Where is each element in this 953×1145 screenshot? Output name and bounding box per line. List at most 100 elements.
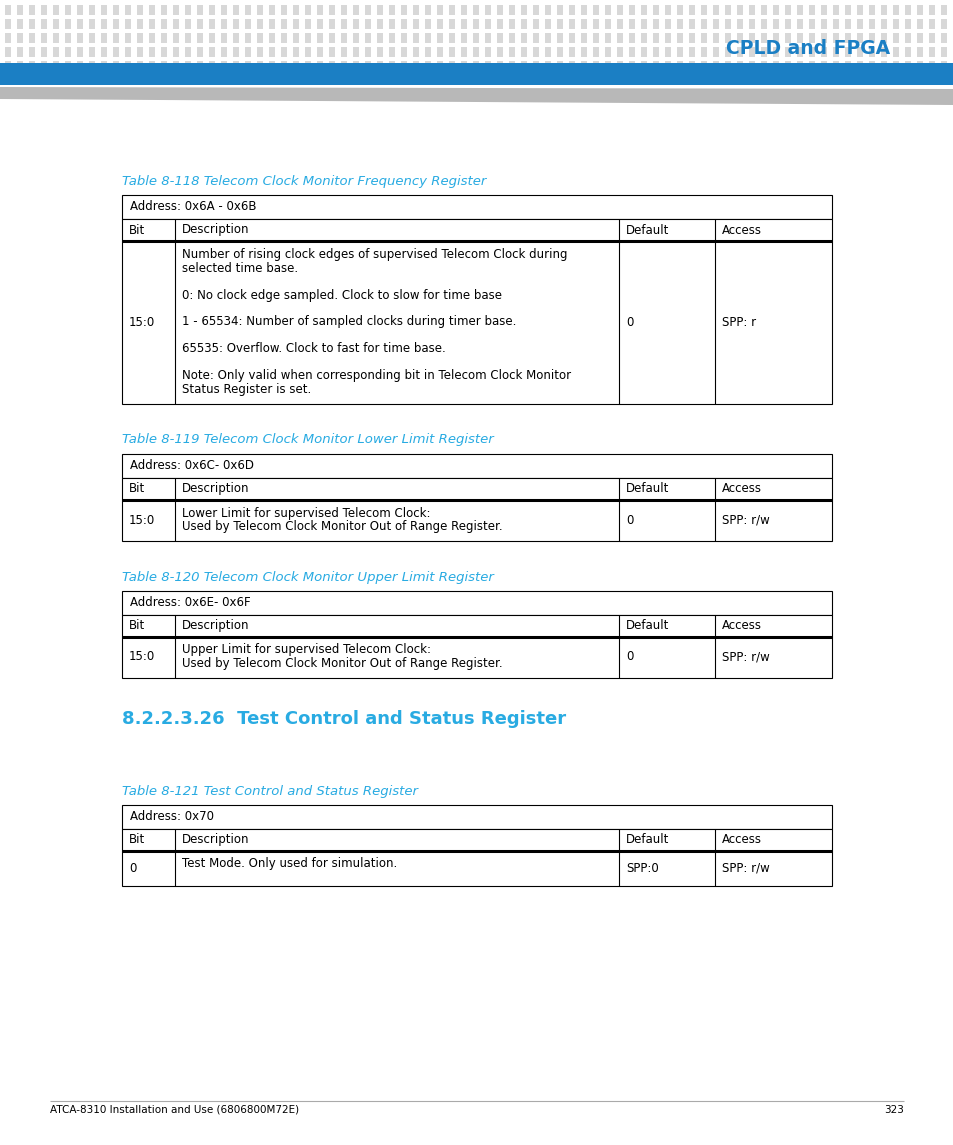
Bar (868, 47, 874, 57)
Bar (149, 5, 154, 15)
Bar (161, 19, 167, 29)
Bar (748, 61, 754, 71)
Bar (424, 19, 431, 29)
Text: 15:0: 15:0 (129, 513, 155, 527)
Bar (604, 47, 610, 57)
Bar (269, 19, 274, 29)
Bar (305, 47, 311, 57)
Bar (400, 47, 407, 57)
Bar (389, 5, 395, 15)
Bar (53, 19, 59, 29)
Bar (233, 47, 239, 57)
Bar (652, 19, 659, 29)
Bar (353, 76, 358, 85)
Bar (808, 76, 814, 85)
Bar (952, 61, 953, 71)
Bar (149, 19, 154, 29)
Text: 0: No clock edge sampled. Clock to slow for time base: 0: No clock edge sampled. Clock to slow … (182, 289, 501, 301)
Bar (389, 76, 395, 85)
Bar (628, 76, 635, 85)
Bar (400, 19, 407, 29)
Bar (724, 61, 730, 71)
Bar (544, 5, 551, 15)
Bar (101, 47, 107, 57)
Text: 1 - 65534: Number of sampled clocks during timer base.: 1 - 65534: Number of sampled clocks duri… (182, 316, 517, 329)
Bar (101, 19, 107, 29)
Bar (161, 5, 167, 15)
Bar (940, 76, 946, 85)
Bar (17, 33, 23, 44)
Bar (593, 47, 598, 57)
Text: SPP: r/w: SPP: r/w (721, 861, 769, 875)
Bar (122, 499, 831, 540)
Bar (137, 5, 143, 15)
Bar (580, 61, 586, 71)
Bar (65, 5, 71, 15)
Bar (844, 61, 850, 71)
Bar (41, 33, 47, 44)
Bar (844, 19, 850, 29)
Bar (5, 19, 11, 29)
Bar (122, 805, 831, 829)
Bar (628, 19, 635, 29)
Bar (122, 453, 831, 477)
Text: Table 8-118 Telecom Clock Monitor Frequency Register: Table 8-118 Telecom Clock Monitor Freque… (122, 175, 486, 188)
Text: Default: Default (625, 619, 669, 632)
Bar (821, 19, 826, 29)
Bar (65, 61, 71, 71)
Bar (784, 33, 790, 44)
Bar (353, 47, 358, 57)
Text: 0: 0 (625, 316, 633, 329)
Bar (832, 76, 838, 85)
Bar (29, 33, 35, 44)
Bar (256, 47, 263, 57)
Bar (533, 33, 538, 44)
Bar (449, 19, 455, 29)
Bar (233, 33, 239, 44)
Bar (928, 76, 934, 85)
Bar (952, 19, 953, 29)
Bar (172, 33, 179, 44)
Text: 323: 323 (883, 1105, 903, 1115)
Bar (365, 61, 371, 71)
Text: 8.2.2.3.26  Test Control and Status Register: 8.2.2.3.26 Test Control and Status Regis… (122, 710, 565, 727)
Bar (245, 5, 251, 15)
Bar (365, 19, 371, 29)
Bar (737, 33, 742, 44)
Bar (473, 5, 478, 15)
Bar (353, 61, 358, 71)
Text: Access: Access (721, 834, 761, 846)
Bar (269, 76, 274, 85)
Bar (413, 33, 418, 44)
Bar (185, 76, 191, 85)
Bar (17, 76, 23, 85)
Bar (484, 19, 491, 29)
Bar (808, 5, 814, 15)
Text: Bit: Bit (129, 482, 145, 495)
Text: Default: Default (625, 834, 669, 846)
Bar (122, 851, 831, 885)
Bar (832, 33, 838, 44)
Bar (53, 47, 59, 57)
Text: SPP:0: SPP:0 (625, 861, 659, 875)
Bar (497, 47, 502, 57)
Bar (413, 61, 418, 71)
Bar (245, 61, 251, 71)
Bar (245, 47, 251, 57)
Bar (436, 61, 442, 71)
Bar (880, 76, 886, 85)
Bar (724, 5, 730, 15)
Bar (677, 33, 682, 44)
Bar (520, 33, 526, 44)
Bar (580, 76, 586, 85)
Bar (89, 19, 95, 29)
Bar (772, 33, 779, 44)
Text: Description: Description (182, 619, 250, 632)
Bar (737, 5, 742, 15)
Bar (340, 33, 347, 44)
Bar (784, 47, 790, 57)
Bar (677, 19, 682, 29)
Bar (65, 19, 71, 29)
Bar (233, 19, 239, 29)
Bar (281, 5, 287, 15)
